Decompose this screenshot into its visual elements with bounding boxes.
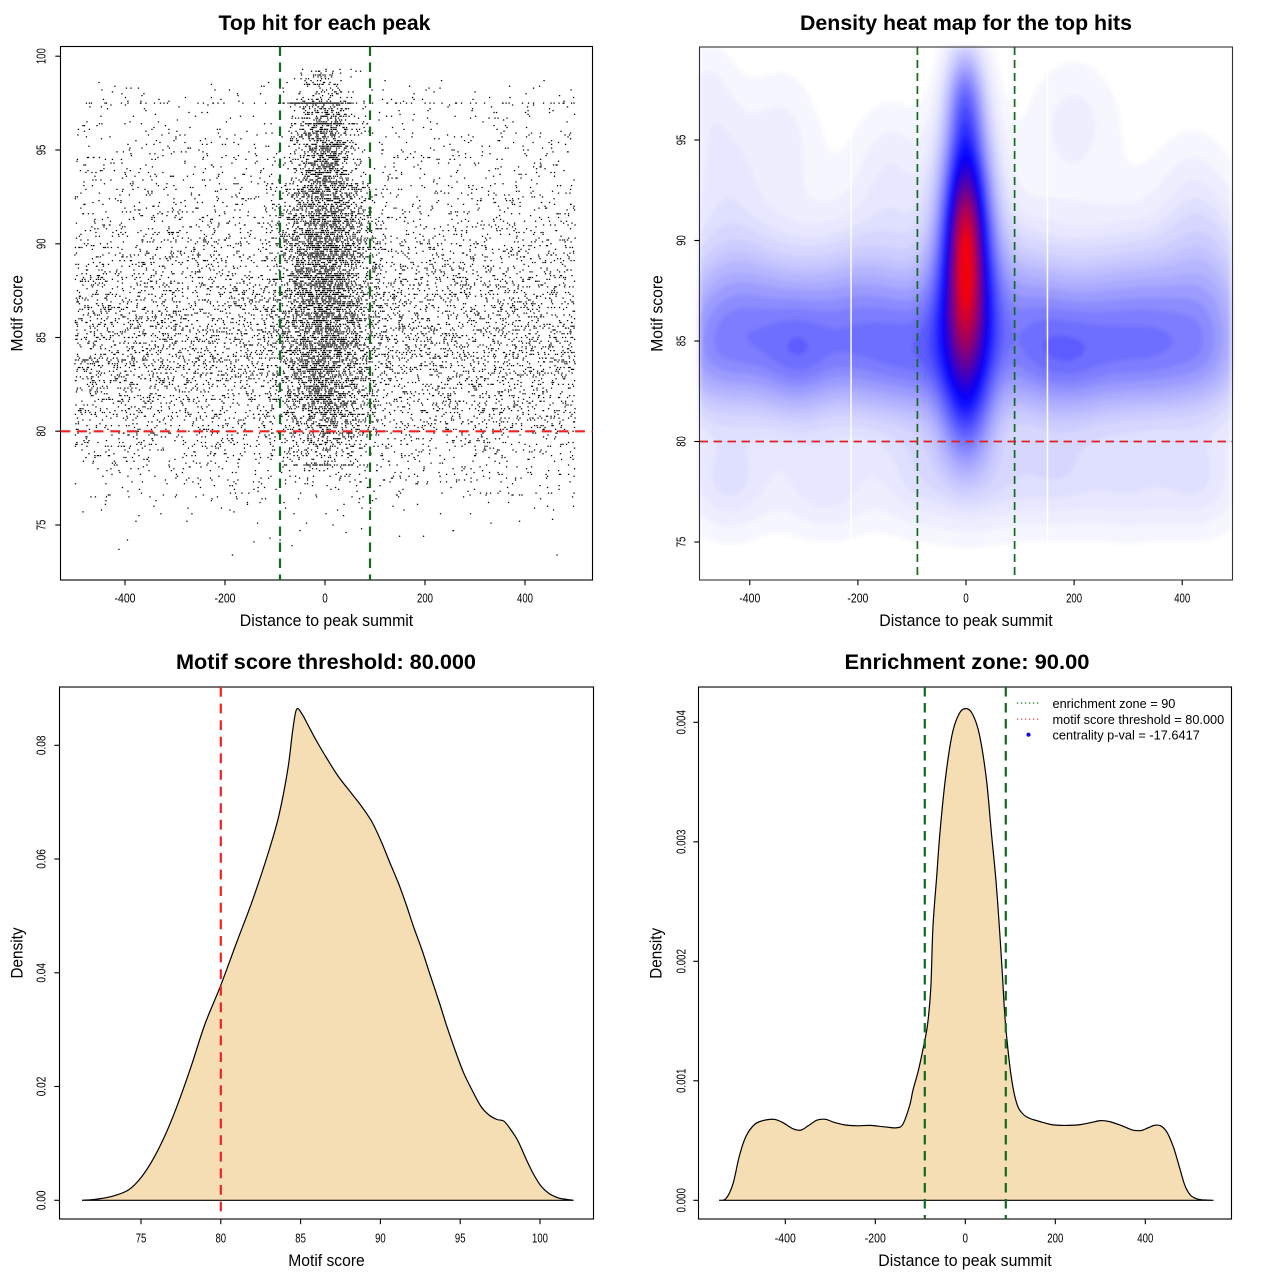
svg-text:-200: -200 (847, 592, 868, 606)
svg-text:0.08: 0.08 (34, 735, 48, 755)
svg-text:0: 0 (322, 592, 328, 606)
svg-text:-400: -400 (115, 592, 136, 606)
svg-text:-400: -400 (775, 1232, 796, 1246)
svg-text:90: 90 (375, 1232, 386, 1246)
svg-text:Distance to peak summit: Distance to peak summit (879, 611, 1053, 630)
svg-text:Top hit for each peak: Top hit for each peak (219, 11, 431, 35)
svg-text:85: 85 (295, 1232, 306, 1246)
svg-text:Density: Density (7, 927, 26, 979)
svg-text:95: 95 (34, 145, 48, 156)
svg-text:90: 90 (674, 235, 688, 246)
svg-text:0.003: 0.003 (674, 830, 688, 855)
svg-text:Distance to peak summit: Distance to peak summit (878, 1251, 1052, 1270)
svg-text:0.000: 0.000 (674, 1188, 688, 1213)
svg-text:200: 200 (1047, 1232, 1063, 1246)
svg-text:100: 100 (532, 1232, 548, 1246)
svg-text:80: 80 (34, 426, 48, 437)
svg-text:0.00: 0.00 (34, 1190, 48, 1210)
svg-text:400: 400 (1174, 592, 1190, 606)
svg-text:75: 75 (136, 1232, 147, 1246)
svg-text:0.001: 0.001 (674, 1069, 688, 1094)
svg-text:Density: Density (647, 927, 666, 979)
svg-text:400: 400 (1137, 1232, 1153, 1246)
svg-text:0.004: 0.004 (674, 710, 688, 735)
svg-text:400: 400 (517, 592, 533, 606)
svg-text:Density heat map for the top h: Density heat map for the top hits (800, 11, 1132, 35)
svg-text:80: 80 (674, 436, 688, 447)
svg-text:0.002: 0.002 (674, 949, 688, 974)
svg-text:95: 95 (674, 135, 688, 146)
svg-text:Distance to peak summit: Distance to peak summit (240, 611, 414, 630)
svg-text:95: 95 (455, 1232, 466, 1246)
svg-text:0.06: 0.06 (34, 849, 48, 869)
svg-text:200: 200 (1066, 592, 1082, 606)
svg-text:Motif score: Motif score (288, 1251, 365, 1270)
svg-text:90: 90 (34, 238, 48, 249)
svg-text:80: 80 (216, 1232, 227, 1246)
svg-text:0.02: 0.02 (34, 1077, 48, 1097)
svg-text:85: 85 (674, 336, 688, 347)
svg-text:0.04: 0.04 (34, 963, 48, 983)
svg-text:-200: -200 (865, 1232, 886, 1246)
svg-text:enrichment zone = 90: enrichment zone = 90 (1053, 697, 1176, 711)
svg-text:centrality p-val = -17.6417: centrality p-val = -17.6417 (1053, 728, 1200, 742)
svg-text:75: 75 (34, 520, 48, 531)
svg-text:Motif score threshold: 80.000: Motif score threshold: 80.000 (176, 650, 476, 674)
svg-text:Motif score: Motif score (648, 275, 667, 352)
svg-text:Enrichment zone: 90.00: Enrichment zone: 90.00 (845, 650, 1090, 674)
svg-text:-200: -200 (215, 592, 236, 606)
svg-text:-400: -400 (739, 592, 760, 606)
svg-text:0: 0 (963, 1232, 969, 1246)
svg-text:75: 75 (674, 537, 688, 548)
svg-text:85: 85 (34, 332, 48, 343)
svg-text:200: 200 (417, 592, 433, 606)
svg-text:100: 100 (34, 48, 48, 64)
svg-text:Motif score: Motif score (7, 275, 26, 352)
svg-text:0: 0 (963, 592, 969, 606)
svg-text:motif score threshold = 80.000: motif score threshold = 80.000 (1053, 713, 1225, 727)
